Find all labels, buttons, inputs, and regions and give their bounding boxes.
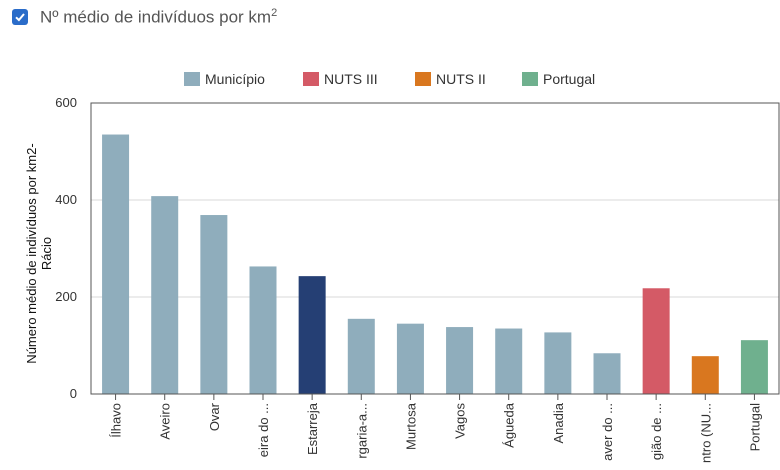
x-tick-label: rgaria-a... [354,403,369,459]
bar-1 [102,134,130,394]
bar-4 [249,266,277,394]
indicator-label-sup: 2 [271,6,278,19]
x-tick-label: Anadia [551,402,566,443]
x-tick-label: Murtosa [403,402,418,450]
x-tick-label: aver do ... [600,403,615,461]
y-tick-label: 200 [55,289,77,304]
y-tick-label: 400 [55,192,77,207]
x-tick-label: Águeda [502,402,517,448]
legend-label: NUTS II [436,71,486,87]
indicator-checkbox[interactable] [12,9,28,25]
bar-10 [544,332,572,394]
y-tick-label: 0 [70,386,77,401]
legend-swatch [522,72,538,86]
bar-3 [200,215,228,394]
bar-13 [691,356,719,394]
indicator-label-text: Nº médio de indivíduos por km [40,7,272,27]
plot-frame [90,102,780,395]
bar-2 [151,196,179,394]
x-tick-label: Ílhavo [109,403,124,438]
bar-7 [396,323,424,394]
indicator-header: Nº médio de indivíduos por km2 [12,4,277,30]
x-tick-label: Aveiro [158,403,173,440]
indicator-label: Nº médio de indivíduos por km2 [40,7,277,28]
legend-label: Município [205,71,265,87]
bar-9 [495,328,523,394]
x-tick-label: ntro (NU... [698,403,713,463]
x-tick-label: Estarreja [305,402,320,455]
legend-swatch [184,72,200,86]
bar-12 [642,288,670,394]
y-axis-title: Rácio [39,237,54,270]
x-tick-label: gião de ... [649,403,664,460]
legend-label: Portugal [543,71,595,87]
check-icon [15,13,25,22]
bar-11 [593,353,621,394]
bar-6 [347,318,375,394]
x-tick-label: Portugal [747,403,762,452]
legend-swatch [415,72,431,86]
bar-8 [446,327,474,394]
x-tick-label: Ovar [207,402,222,431]
x-tick-label: Vagos [453,403,468,439]
legend-swatch [303,72,319,86]
bar-14 [740,340,768,394]
x-tick-label: eira do ... [256,403,271,457]
y-axis-title: Número médio de indivíduos por km2- [24,143,39,363]
y-tick-label: 600 [55,95,77,110]
bar-5 [298,276,326,394]
legend-label: NUTS III [324,71,378,87]
